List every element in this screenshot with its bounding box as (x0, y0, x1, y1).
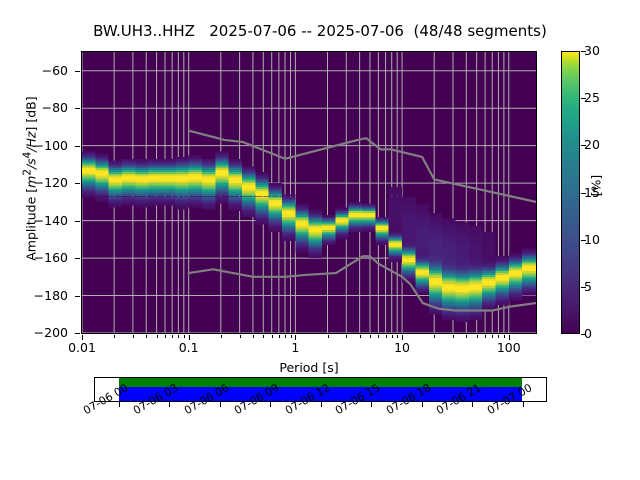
y-tick-mark (75, 220, 80, 222)
x-tick-mark (188, 335, 190, 340)
x-tick-mark (263, 335, 265, 338)
x-tick-mark (239, 335, 241, 338)
x-tick-mark (220, 335, 222, 338)
x-tick-mark (252, 335, 254, 338)
colorbar (561, 51, 580, 334)
x-tick-mark (359, 335, 361, 338)
y-tick-label: −80 (41, 100, 68, 116)
x-tick-mark (346, 335, 348, 338)
timeline-tick-mark (371, 402, 373, 407)
x-tick-mark (165, 335, 167, 338)
timeline-tick-mark (472, 402, 474, 407)
x-tick-mark (327, 335, 329, 338)
x-tick-label: 0.01 (68, 340, 96, 355)
x-tick-mark (146, 335, 148, 338)
y-tick-label: −180 (33, 287, 68, 303)
colorbar-tick-mark (581, 239, 586, 241)
x-tick-mark (295, 335, 297, 340)
x-tick-mark (178, 335, 180, 338)
x-tick-mark (172, 335, 174, 338)
timeline-tick-mark (219, 402, 221, 407)
x-tick-label: 0.1 (178, 340, 199, 355)
y-tick-mark (75, 333, 80, 334)
colorbar-tick-label: 0 (584, 326, 592, 341)
x-tick-mark (498, 335, 500, 338)
colorbar-label: [%] (588, 174, 604, 197)
colorbar-tick-label: 15 (584, 184, 600, 200)
colorbar-tick-mark (581, 334, 586, 335)
x-tick-mark (385, 335, 387, 338)
y-tick-mark (75, 258, 80, 260)
x-tick-mark (82, 335, 83, 340)
timeline-tick-mark (421, 402, 423, 407)
x-tick-mark (369, 335, 371, 338)
x-tick-mark (278, 335, 280, 338)
x-tick-mark (503, 335, 505, 338)
x-tick-mark (183, 335, 185, 338)
x-tick-mark (485, 335, 487, 338)
colorbar-tick-label: 25 (584, 90, 600, 106)
colorbar-tick-label: 30 (584, 43, 600, 58)
timeline-data-bar (118, 378, 523, 387)
x-tick-mark (391, 335, 393, 338)
figure-title: BW.UH3..HHZ 2025-07-06 -- 2025-07-06 (48… (93, 22, 547, 40)
x-tick-mark (466, 335, 468, 338)
x-tick-mark (114, 335, 116, 338)
ppsd-histogram (82, 151, 536, 322)
x-tick-mark (508, 335, 510, 340)
colorbar-tick-label: 5 (584, 278, 592, 294)
timeline-coverage-axes (94, 377, 547, 402)
x-tick-mark (378, 335, 380, 338)
timeline-tick-mark (118, 402, 120, 407)
x-tick-mark (290, 335, 292, 338)
x-tick-mark (492, 335, 494, 338)
colorbar-tick-mark (581, 51, 586, 52)
colorbar-tick-mark (581, 145, 586, 147)
y-tick-mark (75, 145, 80, 147)
x-tick-mark (402, 335, 404, 340)
x-axis-label: Period [s] (279, 360, 339, 375)
ppsd-canvas (82, 52, 536, 333)
colorbar-tick-label: 20 (584, 137, 600, 153)
x-tick-mark (132, 335, 134, 338)
y-tick-label: −60 (41, 62, 68, 78)
x-tick-label: 10 (394, 340, 411, 355)
x-tick-mark (476, 335, 478, 338)
x-tick-mark (434, 335, 436, 338)
y-tick-mark (75, 295, 80, 297)
y-tick-label: −100 (33, 137, 68, 153)
y-tick-label: −200 (33, 325, 68, 340)
x-tick-mark (156, 335, 158, 338)
y-tick-mark (75, 70, 80, 72)
x-tick-label: 1 (291, 340, 300, 355)
colorbar-tick-label: 10 (584, 231, 600, 247)
y-tick-mark (75, 108, 80, 110)
noise-model-curves (187, 129, 536, 312)
x-tick-mark (452, 335, 454, 338)
colorbar-tick-mark (581, 98, 586, 100)
x-tick-mark (285, 335, 287, 338)
timeline-tick-mark (169, 402, 171, 407)
x-tick-label: 100 (496, 340, 521, 355)
ppsd-heatmap-axes (81, 51, 537, 334)
x-tick-mark (271, 335, 273, 338)
timeline-tick-mark (320, 402, 322, 407)
x-tick-mark (397, 335, 399, 338)
colorbar-tick-mark (581, 192, 586, 194)
y-tick-mark (75, 183, 80, 185)
y-tick-label: −120 (33, 175, 68, 191)
timeline-tick-mark (522, 402, 524, 407)
timeline-tick-mark (270, 402, 272, 407)
y-tick-label: −160 (33, 250, 68, 266)
colorbar-tick-mark (581, 286, 586, 288)
timeline-psd-bar (118, 387, 523, 401)
y-tick-label: −140 (33, 212, 68, 228)
